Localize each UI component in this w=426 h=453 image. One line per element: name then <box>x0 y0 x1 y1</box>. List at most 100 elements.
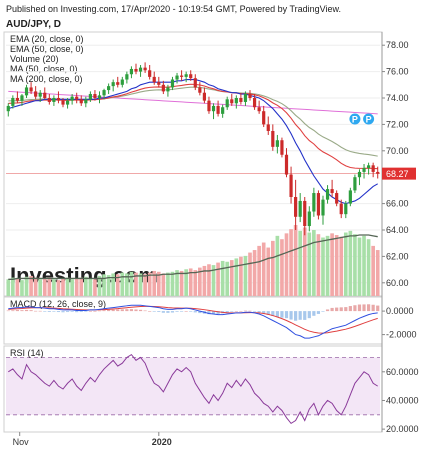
candle-body <box>289 174 293 197</box>
macd-histogram-bar <box>134 309 138 312</box>
candle-body <box>84 99 88 104</box>
volume-bar <box>198 267 202 296</box>
volume-ma-line <box>8 234 378 280</box>
volume-bar <box>321 237 325 296</box>
volume-bar <box>307 232 312 296</box>
candle-body <box>248 94 252 98</box>
macd-histogram-bar <box>152 311 156 312</box>
macd-histogram-bar <box>161 311 165 313</box>
macd-histogram-bar <box>335 307 339 312</box>
macd-histogram-bar <box>252 311 257 312</box>
volume-bar <box>248 252 252 296</box>
macd-tick-label: 0.0000 <box>386 306 414 316</box>
legend-entry: MA (200, close, 0) <box>10 74 83 84</box>
macd-histogram-bar <box>248 310 252 312</box>
macd-histogram-bar <box>38 310 42 312</box>
time-tick-label: Nov <box>13 437 30 447</box>
macd-histogram-bar <box>61 311 65 313</box>
macd-histogram-bar <box>6 310 10 312</box>
macd-histogram-bar <box>344 307 348 312</box>
volume-bar <box>316 234 321 296</box>
ma200-line <box>8 90 378 115</box>
macd-histogram-bar <box>289 311 293 320</box>
candle-body <box>79 99 83 104</box>
candle-body <box>303 200 307 227</box>
volume-bar <box>184 269 188 296</box>
volume-bar <box>93 279 97 296</box>
candle-body <box>107 86 111 91</box>
volume-bar <box>102 274 106 296</box>
candle-body <box>143 67 147 71</box>
macd-histogram-bar <box>325 309 330 312</box>
volume-bar <box>6 279 11 296</box>
legend-entry: EMA (20, close, 0) <box>10 34 84 44</box>
p-marker <box>349 113 361 125</box>
macd-histogram-bar <box>321 311 325 312</box>
candle-body <box>97 95 102 98</box>
macd-histogram-bar <box>294 311 298 321</box>
candle-body <box>152 76 156 83</box>
volume-bar <box>243 255 248 296</box>
volume-bar <box>161 273 166 296</box>
candle-body <box>70 96 74 101</box>
candle-body <box>161 84 165 92</box>
candle-body <box>230 99 234 104</box>
price-tick-label: 60.00 <box>386 278 409 288</box>
volume-bar <box>193 270 198 296</box>
p-marker-label: P <box>366 115 372 125</box>
candle-body <box>170 79 175 88</box>
macd-histogram-bar <box>198 311 202 314</box>
volume-bar <box>289 229 293 296</box>
macd-histogram-bar <box>170 311 175 313</box>
rsi-line <box>8 353 378 425</box>
volume-bar <box>239 256 243 296</box>
candle-body <box>216 105 220 114</box>
macd-histogram-bar <box>257 311 261 313</box>
candle-body <box>111 82 115 87</box>
candle-body <box>20 95 24 101</box>
volume-bar <box>357 237 362 296</box>
volume-bar <box>229 260 234 296</box>
volume-bar <box>33 277 38 296</box>
volume-bar <box>375 250 380 296</box>
price-tick-label: 70.00 <box>386 146 409 156</box>
candle-body <box>325 189 330 200</box>
macd-histogram-bar <box>93 311 97 312</box>
volume-bar <box>366 239 371 296</box>
volume-bar <box>166 272 170 296</box>
candle-body <box>339 203 343 215</box>
candle-body <box>11 98 15 106</box>
candle-body <box>88 94 92 100</box>
candle-body <box>284 154 289 175</box>
volume-bar <box>293 225 298 296</box>
macd-line <box>8 304 378 339</box>
candle-body <box>298 200 302 217</box>
volume-bar <box>202 265 207 296</box>
candle-body <box>266 124 270 131</box>
volume-bar <box>220 260 225 296</box>
candle-body <box>376 171 380 174</box>
macd-histogram-bar <box>234 311 238 312</box>
candle-body <box>56 98 61 101</box>
candle-body <box>312 193 316 212</box>
volume-bar <box>42 278 47 296</box>
macd-histogram-bar <box>298 311 302 320</box>
macd-histogram-bar <box>88 311 92 312</box>
macd-histogram-bar <box>330 307 334 312</box>
volume-bar <box>207 264 211 296</box>
macd-histogram-bar <box>303 311 307 320</box>
macd-histogram-bar <box>307 311 311 319</box>
volume-bar <box>353 234 357 296</box>
volume-bar <box>188 268 193 296</box>
macd-histogram-bar <box>47 311 51 312</box>
candle-body <box>93 94 97 98</box>
volume-bar <box>170 271 175 296</box>
volume-bar <box>47 277 52 296</box>
candle-body <box>157 82 161 85</box>
volume-bar <box>79 277 84 296</box>
candle-body <box>257 107 261 112</box>
price-tick-label: 74.00 <box>386 93 409 103</box>
macd-histogram-bar <box>348 306 352 312</box>
candle-body <box>38 92 42 97</box>
macd-histogram-bar <box>148 311 152 312</box>
